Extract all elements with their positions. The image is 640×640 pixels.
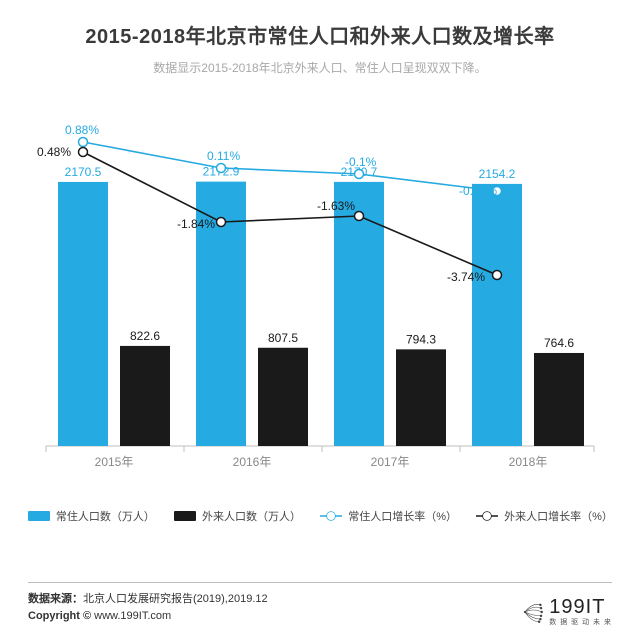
logo-text-main: 199IT [549,597,612,617]
growth-resident-marker [79,138,88,147]
copyright-value: www.199IT.com [94,610,171,622]
legend-label: 外来人口数（万人） [202,508,300,524]
bar-label-resident: 2170.5 [65,165,102,179]
legend-item: 外来人口增长率（%） [476,508,612,524]
bar-migrant [120,346,170,446]
growth-resident-value-label: 0.11% [207,149,240,163]
legend-swatch-line [476,511,498,521]
chart-title: 2015-2018年北京市常住人口和外来人口数及增长率 [28,20,612,49]
legend-item: 外来人口数（万人） [174,508,300,524]
x-axis-label: 2016年 [233,455,272,469]
legend-swatch-line [320,511,342,521]
bar-resident [472,184,522,446]
logo-icon [517,599,543,625]
bar-label-migrant: 764.6 [544,336,574,350]
legend-swatch-bar [28,511,50,521]
bar-label-migrant: 794.3 [406,332,436,346]
bar-migrant [258,348,308,446]
source-value: 北京人口发展研究报告(2019),2019.12 [83,593,268,605]
bar-migrant [396,349,446,446]
chart-svg: 2015年2016年2017年2018年2170.5822.62172.9807… [28,94,612,494]
growth-migrant-value-label: 0.48% [37,145,71,159]
legend-swatch-bar [174,511,196,521]
growth-resident-marker [355,170,364,179]
logo-text-sub: 数 据 驱 动 未 来 [549,619,612,626]
footer: 数据来源：北京人口发展研究报告(2019),2019.12 Copyright … [28,582,612,626]
growth-resident-marker [217,164,226,173]
x-axis-label: 2018年 [509,455,548,469]
growth-migrant-marker [217,218,226,227]
x-axis-label: 2017年 [371,455,410,469]
bar-label-migrant: 807.5 [268,331,298,345]
growth-resident-value-label: -0.76% [459,184,497,198]
chart-subtitle: 数据显示2015-2018年北京外来人口、常住人口呈现双双下降。 [28,59,612,76]
growth-resident-value-label: -0.1% [345,155,377,169]
growth-migrant-marker [79,148,88,157]
bar-resident [334,182,384,446]
legend-item: 常住人口数（万人） [28,508,154,524]
growth-migrant-value-label: -3.74% [447,270,485,284]
growth-migrant-value-label: -1.63% [317,199,355,213]
bar-label-migrant: 822.6 [130,329,160,343]
legend: 常住人口数（万人） 外来人口数（万人） 常住人口增长率（%） 外来人口增长率（%） [28,508,612,524]
bar-label-resident: 2154.2 [479,167,516,181]
x-axis-label: 2015年 [95,455,134,469]
growth-migrant-marker [493,271,502,280]
footer-left: 数据来源：北京人口发展研究报告(2019),2019.12 Copyright … [28,591,268,626]
legend-item: 常住人口增长率（%） [320,508,456,524]
growth-resident-value-label: 0.88% [65,123,99,137]
bar-migrant [534,353,584,446]
legend-label: 常住人口数（万人） [56,508,154,524]
logo: 199IT 数 据 驱 动 未 来 [517,597,612,626]
bar-resident [58,182,108,446]
legend-label: 常住人口增长率（%） [348,508,456,524]
source-label: 数据来源： [28,593,83,605]
legend-label: 外来人口增长率（%） [504,508,612,524]
growth-migrant-marker [355,212,364,221]
chart-area: 2015年2016年2017年2018年2170.5822.62172.9807… [28,94,612,494]
growth-migrant-value-label: -1.84% [177,217,215,231]
copyright-label: Copyright © [28,610,94,622]
